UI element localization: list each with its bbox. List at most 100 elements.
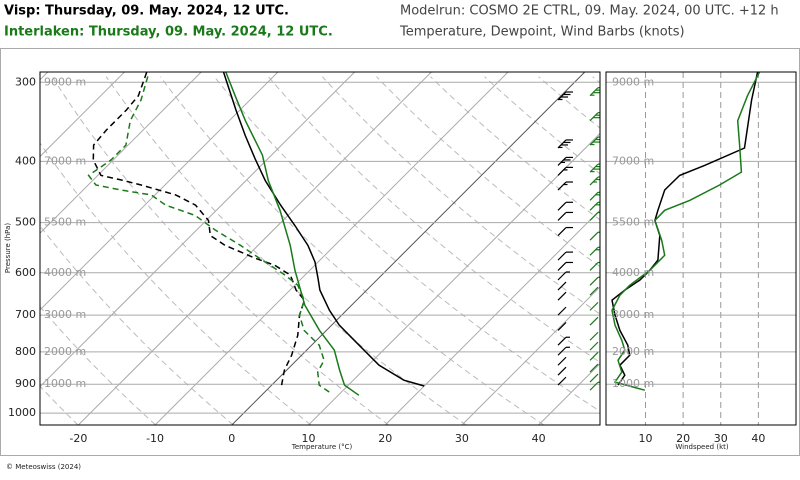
barb-staff — [557, 91, 567, 101]
wind-barb — [557, 376, 567, 386]
dry-adiabat — [40, 305, 156, 425]
isotherm-grid — [538, 362, 600, 425]
barb-staff — [589, 136, 599, 146]
wind-tick-label: 30 — [714, 432, 728, 445]
barb-staff — [557, 139, 567, 149]
isotherm-grid — [78, 72, 432, 425]
barb-staff — [557, 201, 567, 211]
dry-adiabat — [376, 76, 600, 268]
wind-barb — [557, 321, 567, 331]
wind-height-label: 3000 m — [612, 308, 654, 321]
wind-tick-label: 20 — [676, 432, 690, 445]
barb-staff — [589, 286, 599, 296]
height-label: 1000 m — [44, 377, 86, 390]
wind-barb — [589, 351, 599, 361]
barb-staff — [589, 262, 599, 271]
dry-adiabat — [430, 76, 600, 221]
wind-barb — [589, 112, 600, 122]
barb-staff — [589, 341, 599, 351]
footer: © Meteoswiss (2024) — [6, 463, 81, 471]
height-label: 2000 m — [44, 345, 86, 358]
wind-frame — [605, 71, 797, 426]
dry-adiabat — [701, 77, 800, 425]
height-label: 5500 m — [44, 216, 86, 229]
y-axis-label: Pressure (hPa) — [4, 223, 12, 273]
page-frame — [0, 48, 800, 456]
wind-tick-label: 40 — [751, 432, 765, 445]
windspeed-line — [611, 72, 761, 391]
barb-staff — [589, 373, 599, 383]
modelrun: Modelrun: COSMO 2E CTRL, 09. May. 2024, … — [400, 4, 779, 19]
height-label: 4000 m — [44, 266, 86, 279]
dry-adiabat — [159, 76, 545, 425]
skewt-frame — [39, 71, 601, 426]
isotherm — [40, 72, 125, 158]
wind-plot — [606, 72, 796, 425]
wind-barb — [557, 166, 573, 176]
isotherm-grid — [384, 209, 600, 425]
wind-barb — [589, 341, 599, 351]
x-tick-label: -10 — [146, 432, 164, 445]
dewpoint-line — [87, 72, 330, 393]
wind-barb — [589, 261, 600, 271]
description: Temperature, Dewpoint, Wind Barbs (knots… — [399, 25, 685, 40]
wind-barb — [557, 291, 567, 301]
wind-barb — [589, 286, 599, 296]
height-label: 7000 m — [44, 154, 86, 167]
y-tick-label: 600 — [15, 266, 36, 279]
barb-staff — [557, 336, 567, 346]
wind-barb — [589, 231, 600, 241]
wind-height-label: 5500 m — [612, 216, 654, 229]
skewt-plot — [40, 72, 800, 425]
wind-height-label: 9000 m — [612, 75, 654, 88]
y-tick-label: 900 — [15, 377, 36, 390]
wind-barb — [589, 211, 600, 221]
dry-adiabat — [213, 76, 600, 412]
isotherm-grid — [154, 72, 509, 425]
barb-staff — [589, 331, 599, 341]
isotherm — [40, 72, 202, 234]
y-tick-label: 400 — [15, 154, 36, 167]
barb-staff — [558, 72, 559, 73]
overlay: -20 -10 0 10 20 30 40 300 400 500 600 700 800 900 1000… — [8, 75, 765, 445]
dry-adiabat — [484, 76, 600, 175]
wind-barb — [557, 226, 573, 236]
barb-staff — [557, 212, 567, 221]
x-axis-label: Temperature (°C) — [291, 443, 353, 451]
barb-staff — [557, 251, 567, 261]
barb-staff — [589, 381, 599, 391]
isotherm — [40, 72, 355, 388]
wind-height-label: 1000 m — [612, 377, 654, 390]
wind-barb — [557, 156, 573, 166]
wind-barb — [589, 191, 600, 201]
barb-staff — [557, 366, 567, 376]
wind-height-label: 2000 m — [612, 345, 654, 358]
wind-barb — [589, 246, 600, 256]
wind-barb — [589, 176, 600, 186]
wind-barb — [589, 316, 599, 326]
wind-barb — [557, 336, 570, 346]
wind-barb — [589, 331, 599, 341]
wind-barb — [589, 363, 599, 373]
wind-barb — [557, 346, 570, 356]
temperature-line — [225, 72, 360, 396]
barb-staff — [589, 246, 599, 256]
wind-barb — [589, 276, 600, 286]
dewpoint-line — [92, 72, 306, 386]
height-label: 3000 m — [44, 308, 86, 321]
wind-barb — [589, 373, 599, 383]
barb-staff — [590, 72, 591, 73]
visp-title: Visp: Thursday, 09. May. 2024, 12 UTC. — [4, 4, 289, 19]
barb-staff — [589, 231, 599, 241]
wind-barb — [589, 163, 600, 173]
wind-barb — [589, 301, 599, 311]
wind-barb — [589, 87, 600, 97]
wind-barb — [557, 201, 573, 211]
barb-staff — [557, 157, 567, 166]
dry-adiabat — [51, 76, 389, 425]
barb-staff — [557, 181, 567, 191]
dry-adiabat — [40, 142, 312, 425]
barb-staff — [557, 356, 567, 366]
y-tick-label: 1000 — [8, 406, 36, 419]
